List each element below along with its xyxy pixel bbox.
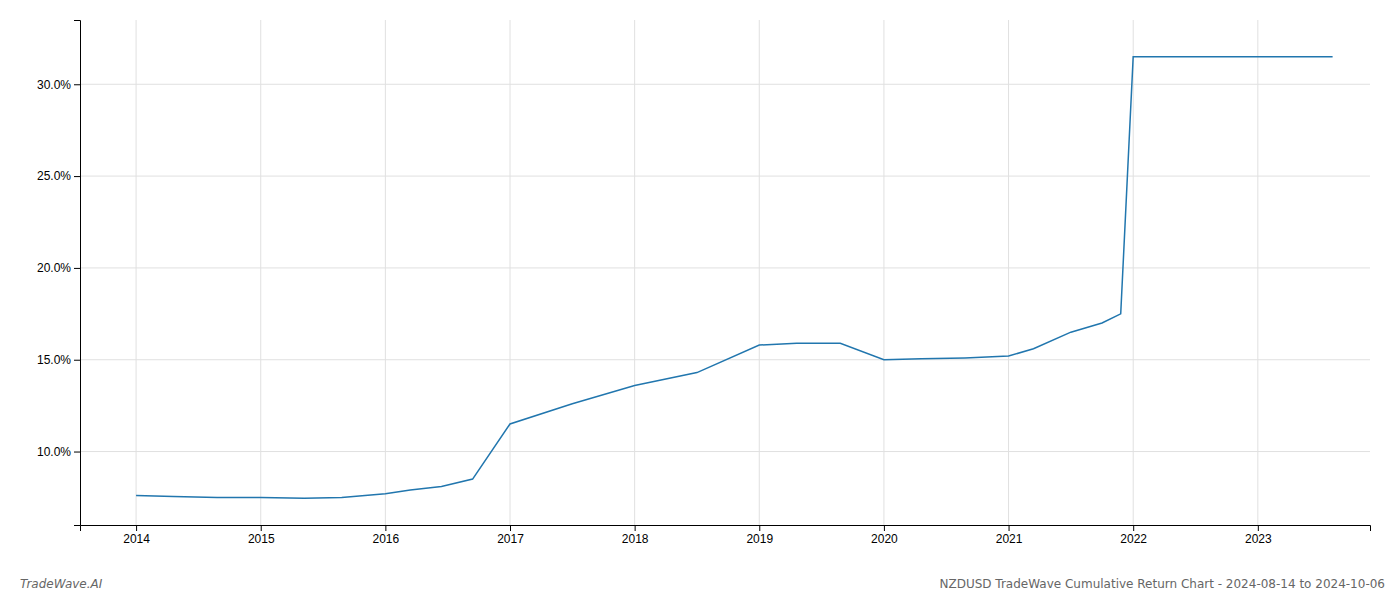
x-tick: 2015 xyxy=(248,525,275,546)
y-tick-label: 10.0% xyxy=(37,445,71,459)
x-tick-mark xyxy=(884,525,885,531)
y-tick-mark xyxy=(74,360,80,361)
x-tick-mark xyxy=(261,525,262,531)
x-tick-mark xyxy=(635,525,636,531)
x-tick: 2022 xyxy=(1120,525,1147,546)
x-tick: 2020 xyxy=(871,525,898,546)
x-tick-mark xyxy=(1133,525,1134,531)
x-tick-label: 2018 xyxy=(622,532,649,546)
grid-line-y xyxy=(80,451,1370,452)
x-tick-label: 2014 xyxy=(123,532,150,546)
y-tick-mark xyxy=(74,268,80,269)
x-tick-label: 2015 xyxy=(248,532,275,546)
x-tick-label: 2022 xyxy=(1120,532,1147,546)
x-tick: 2018 xyxy=(622,525,649,546)
y-tick: 30.0% xyxy=(37,78,80,92)
x-tick-mark xyxy=(1009,525,1010,531)
y-tick-mark xyxy=(74,176,80,177)
y-tick: 20.0% xyxy=(37,261,80,275)
grid xyxy=(80,20,1370,525)
grid-line-x xyxy=(385,20,386,525)
grid-line-x xyxy=(634,20,635,525)
grid-line-x xyxy=(759,20,760,525)
y-tick-label: 25.0% xyxy=(37,169,71,183)
grid-line-x xyxy=(1133,20,1134,525)
y-tick-label: 20.0% xyxy=(37,261,71,275)
grid-line-x xyxy=(136,20,137,525)
x-tick: 2016 xyxy=(373,525,400,546)
x-tick-mark xyxy=(1258,525,1259,531)
x-tick-label: 2017 xyxy=(497,532,524,546)
grid-line-x xyxy=(883,20,884,525)
grid-line-x xyxy=(510,20,511,525)
grid-line-x xyxy=(1257,20,1258,525)
chart: 2014 2015 2016 2017 2018 2019 2020 2021 2022 2023… xyxy=(0,0,1400,600)
grid-line-x xyxy=(1008,20,1009,525)
x-tick-label: 2016 xyxy=(373,532,400,546)
line xyxy=(136,57,1333,499)
x-tick-mark xyxy=(510,525,511,531)
x-tick: 2014 xyxy=(123,525,150,546)
footer-right: NZDUSD TradeWave Cumulative Return Chart… xyxy=(939,577,1385,591)
y-tick: 25.0% xyxy=(37,169,80,183)
grid-line-y xyxy=(80,84,1370,85)
x-tick-mark xyxy=(385,525,386,531)
y-tick: 15.0% xyxy=(37,353,80,367)
grid-line-y xyxy=(80,176,1370,177)
footer-left: TradeWave.AI xyxy=(20,577,103,591)
x-tick-label: 2020 xyxy=(871,532,898,546)
y-axis-line xyxy=(74,21,81,526)
y-tick-mark xyxy=(74,84,80,85)
y-tick-mark xyxy=(74,452,80,453)
x-tick-mark xyxy=(136,525,137,531)
x-tick: 2017 xyxy=(497,525,524,546)
grid-line-y xyxy=(80,267,1370,268)
y-tick-label: 30.0% xyxy=(37,78,71,92)
x-axis: 2014 2015 2016 2017 2018 2019 2020 2021 2022 2023 xyxy=(81,525,1371,546)
x-tick-label: 2021 xyxy=(996,532,1023,546)
x-tick: 2019 xyxy=(746,525,773,546)
x-tick-label: 2019 xyxy=(746,532,773,546)
y-axis: 10.0% 15.0% 20.0% 25.0% 30.0% xyxy=(37,21,81,526)
x-tick-label: 2023 xyxy=(1245,532,1272,546)
x-tick: 2023 xyxy=(1245,525,1272,546)
grid-line-x xyxy=(260,20,261,525)
y-tick-label: 15.0% xyxy=(37,353,71,367)
x-axis-line xyxy=(81,526,1371,532)
plot: 2014 2015 2016 2017 2018 2019 2020 2021 2022 2023… xyxy=(37,20,1371,546)
x-tick: 2021 xyxy=(996,525,1023,546)
marks xyxy=(136,57,1333,499)
x-tick-mark xyxy=(759,525,760,531)
y-tick: 10.0% xyxy=(37,445,80,459)
